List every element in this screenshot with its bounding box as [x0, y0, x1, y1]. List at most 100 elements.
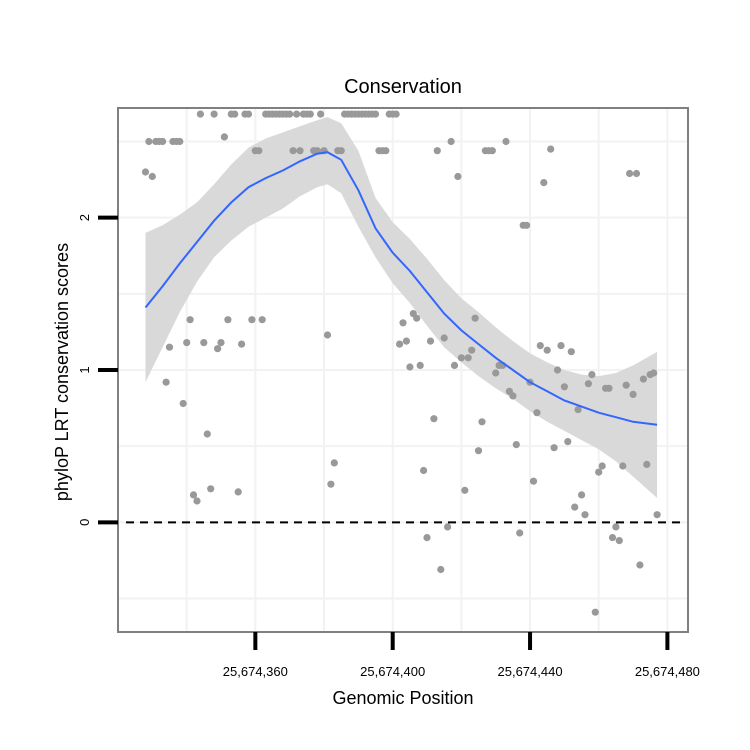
data-point [557, 342, 565, 350]
data-point [196, 110, 204, 118]
y-axis: 0 1 2 [77, 214, 118, 526]
data-point [509, 392, 517, 400]
data-point [629, 390, 637, 398]
data-point [547, 145, 555, 153]
data-point [608, 534, 617, 542]
data-point [574, 406, 582, 414]
data-point [244, 110, 253, 118]
data-point [464, 354, 472, 362]
data-point [317, 110, 325, 118]
data-point [224, 316, 232, 324]
data-point [231, 110, 239, 118]
data-point [392, 110, 400, 118]
data-point [471, 314, 479, 322]
data-point [468, 346, 476, 354]
data-point [203, 430, 211, 438]
data-point [564, 438, 572, 446]
data-point [571, 503, 579, 511]
data-point [402, 337, 410, 345]
data-point [437, 565, 445, 574]
data-point [327, 480, 335, 488]
data-point [433, 147, 441, 155]
x-axis-label: Genomic Position [332, 688, 473, 708]
data-point [474, 447, 483, 455]
data-point [337, 147, 345, 155]
data-point [612, 523, 620, 531]
data-point [426, 337, 435, 345]
data-points [141, 110, 661, 616]
data-point [578, 491, 586, 499]
data-point [492, 369, 500, 377]
data-point [430, 415, 438, 423]
data-point [330, 459, 338, 467]
data-point [186, 316, 194, 324]
data-point [461, 486, 469, 494]
data-point [382, 147, 390, 155]
data-point [162, 378, 170, 386]
data-point [396, 340, 404, 348]
data-point [214, 345, 222, 353]
data-point [626, 169, 634, 178]
data-point [540, 179, 548, 187]
data-point [622, 381, 630, 389]
x-tick-label: 25,674,440 [498, 664, 563, 679]
y-tick-label: 2 [77, 214, 92, 221]
data-point [488, 147, 496, 155]
x-axis: 25,674,360 25,674,400 25,674,440 25,674,480 [223, 632, 700, 679]
data-point [502, 137, 510, 146]
data-point [581, 511, 589, 519]
data-point [653, 511, 661, 519]
data-point [258, 316, 266, 324]
data-point [454, 172, 462, 181]
data-point [543, 346, 551, 354]
data-point [179, 399, 187, 408]
data-point [193, 497, 201, 505]
x-tick-label: 25,674,360 [223, 664, 288, 679]
data-point [444, 523, 452, 531]
data-point [516, 529, 524, 537]
data-point [550, 444, 558, 452]
data-point [255, 147, 263, 155]
data-point [567, 348, 575, 356]
data-point [512, 441, 520, 449]
data-point [584, 380, 593, 388]
data-point [536, 342, 544, 350]
data-point [248, 316, 256, 324]
data-point [643, 460, 651, 468]
data-point [165, 343, 174, 351]
data-point [560, 383, 569, 391]
data-point [183, 339, 191, 347]
data-point [289, 147, 297, 155]
x-tick-label: 25,674,400 [360, 664, 425, 679]
data-point [176, 137, 184, 146]
data-point [413, 314, 421, 322]
data-point [210, 110, 218, 118]
data-point [598, 462, 606, 470]
data-point [478, 418, 486, 426]
data-point [450, 361, 459, 369]
y-tick-label: 1 [77, 366, 92, 373]
data-point [553, 366, 562, 374]
data-point [406, 363, 414, 371]
confidence-ribbon [145, 117, 658, 498]
data-point [148, 172, 156, 181]
y-tick-label: 0 [77, 519, 92, 526]
data-point [416, 361, 424, 369]
data-point [189, 491, 198, 499]
plot-area [117, 107, 689, 633]
data-point [220, 133, 228, 141]
data-point [529, 477, 538, 485]
data-point [296, 147, 304, 155]
data-point [399, 319, 407, 327]
data-point [159, 137, 167, 146]
data-point [217, 339, 225, 347]
data-point [234, 488, 242, 496]
smooth-curve [144, 151, 658, 426]
data-point [293, 110, 301, 118]
data-point [440, 334, 448, 342]
data-point [650, 369, 658, 377]
data-point [286, 110, 294, 118]
data-point [323, 331, 332, 339]
data-point [588, 371, 596, 379]
